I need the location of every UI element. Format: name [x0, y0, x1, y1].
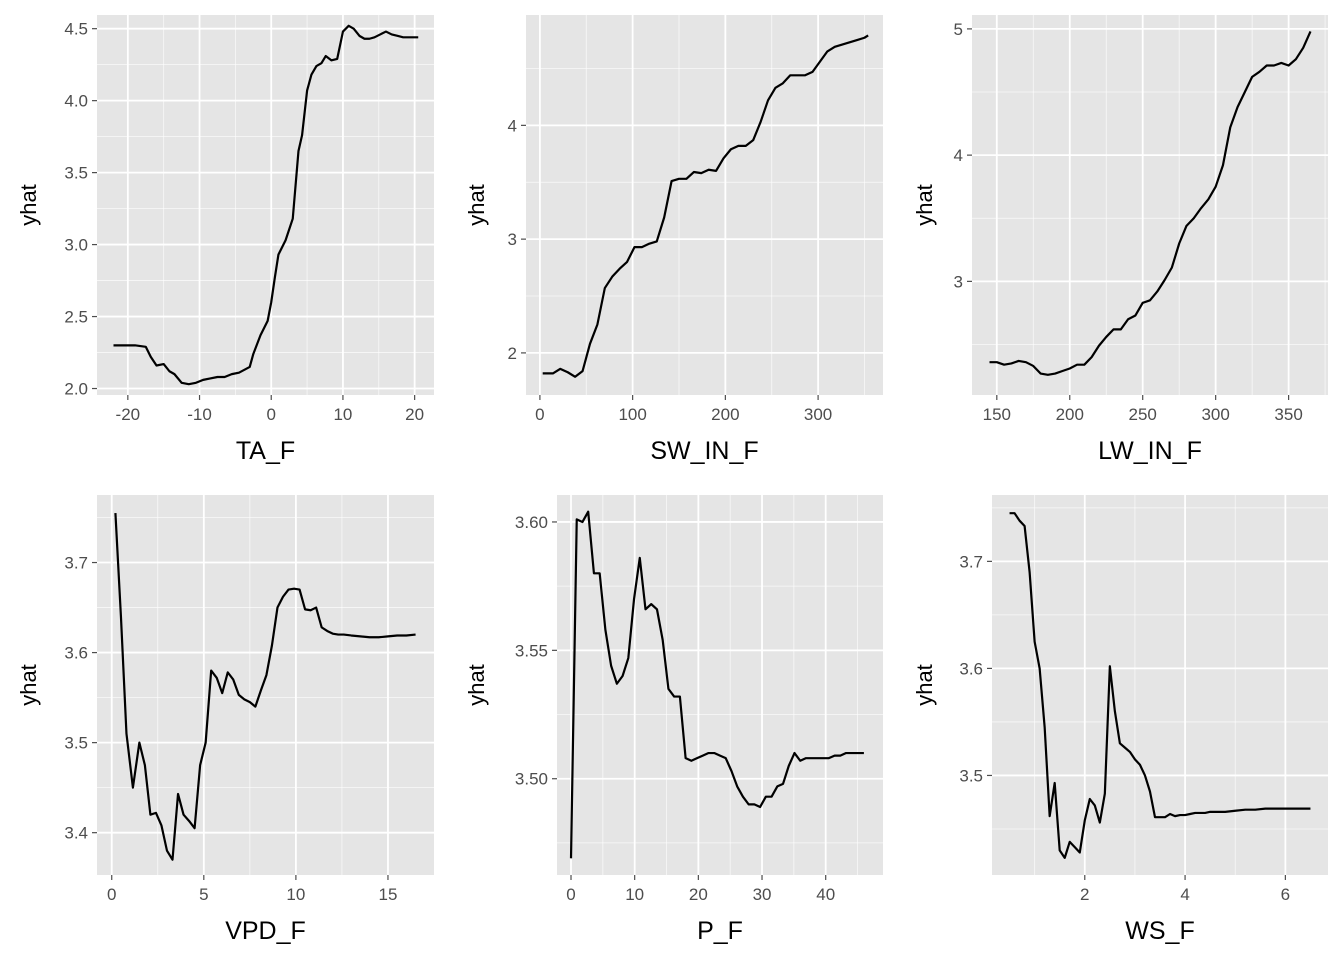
chart-panel-4: 0 5 10 15 3.4 3.5 3.6 3.7 VPD_F yhat [16, 495, 434, 945]
chart-panel-6: 2 4 6 3.5 3.6 3.7 WS_F yhat [912, 495, 1328, 945]
y-axis-title: yhat [912, 184, 937, 226]
y-tick-label: 3.5 [64, 734, 88, 753]
x-tick-label: 10 [625, 885, 644, 904]
y-tick-label: 3.7 [959, 552, 983, 571]
x-tick-label: 0 [267, 405, 276, 424]
y-tick-label: 4.0 [64, 92, 88, 111]
x-tick-label: 6 [1281, 885, 1290, 904]
plot-background [992, 495, 1328, 875]
x-tick-label: 300 [804, 405, 832, 424]
x-axis-title: SW_IN_F [650, 437, 758, 465]
x-tick-label: 200 [711, 405, 739, 424]
x-tick-label: 0 [566, 885, 575, 904]
x-tick-label: 200 [1056, 405, 1084, 424]
y-tick-label: 3.4 [64, 824, 88, 843]
plot-background [97, 495, 434, 875]
x-tick-label: 30 [753, 885, 772, 904]
plot-background [557, 495, 883, 875]
x-tick-label: 2 [1080, 885, 1089, 904]
series-line [569, 510, 864, 859]
series-line [989, 30, 1312, 376]
y-tick-label: 3.60 [515, 513, 548, 532]
x-axis-title: LW_IN_F [1098, 437, 1202, 465]
x-tick-label: 250 [1129, 405, 1157, 424]
y-tick-label: 3.6 [959, 659, 983, 678]
x-tick-label: 10 [286, 885, 305, 904]
series-line [542, 34, 869, 378]
x-tick-label: 350 [1274, 405, 1302, 424]
x-axis-title: WS_F [1125, 917, 1194, 945]
y-axis-title: yhat [16, 184, 41, 226]
chart-panel-1: -20 -10 0 10 20 2.0 2.5 3.0 3.5 4.0 4.5 TA_F yhat [16, 15, 434, 465]
x-tick-label: 150 [983, 405, 1011, 424]
plot-background [972, 15, 1328, 395]
y-tick-label: 3 [508, 230, 517, 249]
chart-panel-5: 0 10 20 30 40 3.50 3.55 3.60 P_F yhat [464, 495, 883, 945]
y-axis-title: yhat [464, 664, 489, 706]
x-axis-title: VPD_F [225, 917, 306, 945]
x-tick-label: -10 [187, 405, 212, 424]
x-tick-label: 4 [1180, 885, 1189, 904]
chart-panel-2: 0 100 200 300 2 3 4 SW_IN_F yhat [464, 15, 883, 465]
x-tick-label: 20 [405, 405, 424, 424]
y-tick-label: 3.5 [959, 766, 983, 785]
y-tick-label: 3.7 [64, 554, 88, 573]
x-axis-title: TA_F [236, 437, 295, 465]
y-tick-label: 3 [954, 272, 963, 291]
y-tick-label: 4 [954, 146, 963, 165]
y-axis-title: yhat [464, 184, 489, 226]
y-axis-title: yhat [16, 664, 41, 706]
series-line [113, 24, 419, 386]
plot-background [97, 15, 434, 395]
x-tick-label: 15 [379, 885, 398, 904]
y-tick-label: 5 [954, 20, 963, 39]
y-tick-label: 2 [508, 344, 517, 363]
series-line [114, 512, 416, 861]
y-tick-label: 2.5 [64, 308, 88, 327]
y-tick-label: 3.50 [515, 770, 548, 789]
x-tick-label: 10 [333, 405, 352, 424]
series-line [1009, 512, 1311, 859]
y-tick-label: 4 [508, 116, 517, 135]
x-tick-label: -20 [116, 405, 141, 424]
x-tick-label: 5 [199, 885, 208, 904]
y-tick-label: 3.6 [64, 644, 88, 663]
y-tick-label: 3.55 [515, 641, 548, 660]
x-tick-label: 100 [618, 405, 646, 424]
plot-background [526, 15, 883, 395]
y-tick-label: 4.5 [64, 20, 88, 39]
x-tick-label: 300 [1201, 405, 1229, 424]
x-tick-label: 0 [107, 885, 116, 904]
x-tick-label: 40 [816, 885, 835, 904]
y-axis-title: yhat [912, 664, 937, 706]
x-tick-label: 20 [689, 885, 708, 904]
chart-panel-3: 150 200 250 300 350 3 4 5 LW_IN_F yhat [912, 15, 1328, 465]
y-tick-label: 3.0 [64, 236, 88, 255]
y-tick-label: 2.0 [64, 380, 88, 399]
y-tick-label: 3.5 [64, 164, 88, 183]
x-axis-title: P_F [697, 917, 743, 945]
x-tick-label: 0 [535, 405, 544, 424]
